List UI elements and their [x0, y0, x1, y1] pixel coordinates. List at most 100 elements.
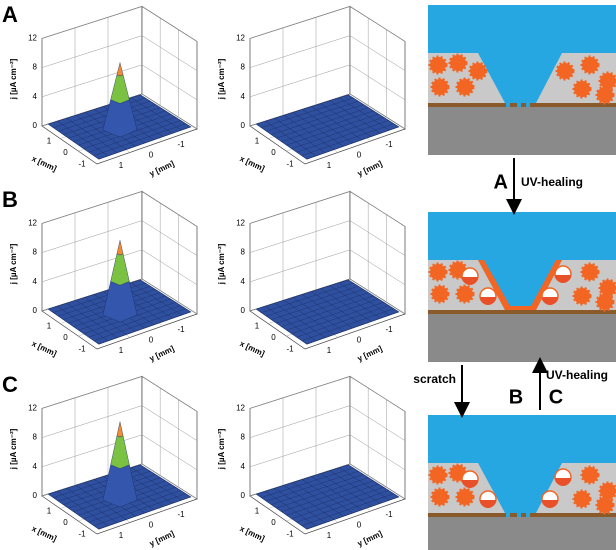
- capsule: [432, 79, 448, 95]
- y-tick-label: 0: [149, 336, 154, 345]
- primer-gap: [526, 513, 530, 517]
- capsule: [457, 489, 473, 505]
- arrow-text: UV-healing: [546, 368, 608, 382]
- x-tick-label: 1: [255, 322, 260, 331]
- y-tick-label: 0: [357, 521, 362, 530]
- y-tick-label: 0: [357, 151, 362, 160]
- y-tick-label: 0: [149, 521, 154, 530]
- z-tick-label: 4: [33, 462, 38, 471]
- capsule: [574, 491, 590, 507]
- capsule: [597, 294, 613, 310]
- z-tick-label: 0: [33, 491, 38, 500]
- capsule: [457, 79, 473, 95]
- figure: ABC04812j [µA cm⁻²]10-110-1x [mm]y [mm]0…: [0, 0, 616, 550]
- surface-plot: 04812j [µA cm⁻²]10-110-1x [mm]y [mm]: [9, 376, 197, 548]
- panel-label: C: [2, 372, 18, 397]
- y-tick-label: 1: [119, 161, 124, 170]
- capsule: [557, 63, 573, 79]
- arrow-letter: C: [549, 386, 563, 408]
- x-tick-label: 1: [255, 137, 260, 146]
- primer: [428, 103, 616, 107]
- x-tick-label: -1: [286, 345, 294, 354]
- substrate: [428, 517, 616, 550]
- y-tick-label: -1: [385, 510, 393, 519]
- capsule: [457, 286, 473, 302]
- y-tick-label: 1: [119, 346, 124, 355]
- z-tick-label: 12: [236, 404, 245, 413]
- x-tick-label: 0: [271, 148, 276, 157]
- y-axis-label: y [mm]: [148, 344, 176, 363]
- primer: [428, 513, 616, 517]
- x-axis-label: x [mm]: [238, 339, 266, 358]
- y-tick-label: -1: [177, 325, 185, 334]
- coating-scheme: [428, 415, 616, 550]
- capsule: [582, 467, 598, 483]
- coating-scheme: [428, 212, 616, 362]
- y-axis-label: y [mm]: [356, 159, 384, 178]
- capsule: [432, 286, 448, 302]
- z-tick-label: 8: [241, 433, 246, 442]
- y-axis-label: y [mm]: [148, 159, 176, 178]
- surface-plot: 04812j [µA cm⁻²]10-110-1x [mm]y [mm]: [9, 6, 197, 178]
- z-tick-label: 4: [241, 462, 246, 471]
- capsule: [574, 288, 590, 304]
- z-tick-label: 12: [28, 34, 37, 43]
- capsule: [430, 57, 446, 73]
- primer-gap: [506, 103, 510, 107]
- primer-gap: [506, 513, 510, 517]
- z-tick-label: 4: [241, 277, 246, 286]
- primer: [428, 310, 616, 314]
- primer-gap: [526, 103, 530, 107]
- x-tick-label: -1: [78, 530, 86, 539]
- x-tick-label: -1: [286, 530, 294, 539]
- x-tick-label: 0: [271, 333, 276, 342]
- z-axis-label: j [µA cm⁻²]: [217, 243, 226, 285]
- x-tick-label: 0: [63, 333, 68, 342]
- z-tick-label: 0: [241, 491, 246, 500]
- x-axis-label: x [mm]: [238, 524, 266, 543]
- z-tick-label: 12: [28, 219, 37, 228]
- y-tick-label: 1: [327, 346, 332, 355]
- z-tick-label: 8: [33, 433, 38, 442]
- y-axis-label: y [mm]: [356, 529, 384, 548]
- arrow-letter: B: [509, 386, 523, 408]
- x-axis-label: x [mm]: [30, 524, 58, 543]
- y-tick-label: -1: [385, 140, 393, 149]
- panel-label: B: [2, 187, 18, 212]
- y-tick-label: 0: [357, 336, 362, 345]
- z-axis-label: j [µA cm⁻²]: [9, 428, 18, 470]
- z-tick-label: 0: [33, 121, 38, 130]
- z-tick-label: 4: [33, 92, 38, 101]
- capsule: [582, 57, 598, 73]
- primer-gap: [517, 513, 521, 517]
- substrate: [428, 314, 616, 362]
- primer-gap: [517, 103, 521, 107]
- x-tick-label: 1: [47, 322, 52, 331]
- z-tick-label: 8: [33, 63, 38, 72]
- y-tick-label: 1: [327, 531, 332, 540]
- z-axis-label: j [µA cm⁻²]: [9, 243, 18, 285]
- z-axis-label: j [µA cm⁻²]: [9, 58, 18, 100]
- x-tick-label: -1: [78, 345, 86, 354]
- z-tick-label: 12: [236, 34, 245, 43]
- x-tick-label: 0: [271, 518, 276, 527]
- y-tick-label: -1: [177, 140, 185, 149]
- z-tick-label: 0: [241, 121, 246, 130]
- x-tick-label: -1: [286, 160, 294, 169]
- x-axis-label: x [mm]: [238, 154, 266, 173]
- y-tick-label: 1: [327, 161, 332, 170]
- capsule: [597, 497, 613, 513]
- x-tick-label: 0: [63, 148, 68, 157]
- z-tick-label: 4: [33, 277, 38, 286]
- capsule: [432, 489, 448, 505]
- x-tick-label: 1: [47, 137, 52, 146]
- panel-label: A: [2, 2, 18, 27]
- z-tick-label: 8: [33, 248, 38, 257]
- arrow-text: UV-healing: [521, 175, 583, 189]
- x-tick-label: 1: [255, 507, 260, 516]
- capsule: [450, 55, 466, 71]
- capsule: [430, 467, 446, 483]
- x-tick-label: 0: [63, 518, 68, 527]
- y-axis-label: y [mm]: [356, 344, 384, 363]
